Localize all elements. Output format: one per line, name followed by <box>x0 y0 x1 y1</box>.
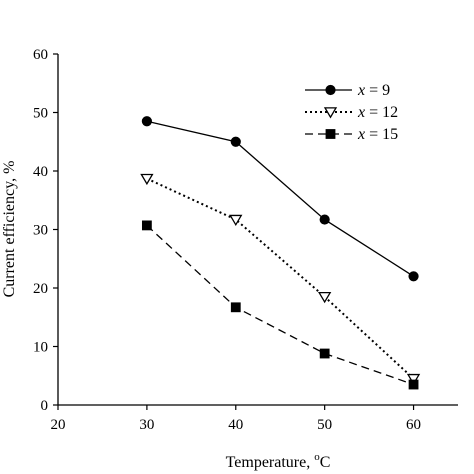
y-tick-label: 50 <box>33 106 48 122</box>
data-point <box>141 116 152 127</box>
y-tick-label: 40 <box>33 164 48 180</box>
x-axis-title: Temperature, oC <box>226 451 331 471</box>
chart-axes: 20 30 40 50 60 0 10 20 30 40 50 60 <box>33 47 458 433</box>
legend-item: x = 9 <box>305 82 390 99</box>
data-point <box>140 173 154 186</box>
chart-series <box>140 116 421 390</box>
series-2 <box>140 173 421 386</box>
data-point <box>229 214 243 227</box>
x-tick-label: 60 <box>406 417 421 433</box>
legend-item: x = 12 <box>305 104 398 121</box>
legend-label-value: = 15 <box>365 126 398 143</box>
legend-label-variable: x <box>357 82 365 99</box>
data-point <box>406 373 421 386</box>
chart-legend: x = 9x = 12x = 15 <box>305 82 398 143</box>
series-line <box>146 120 414 277</box>
data-point <box>408 271 419 282</box>
legend-label: x = 15 <box>357 126 398 143</box>
x-tick-label: 50 <box>317 417 332 433</box>
x-axis-title-superscript: o <box>314 451 320 463</box>
legend-label-value: = 12 <box>365 104 398 121</box>
data-point <box>230 302 241 313</box>
legend-marker <box>325 84 336 96</box>
data-point <box>318 291 332 304</box>
y-tick-label: 30 <box>33 223 48 239</box>
legend-label: x = 9 <box>357 82 390 99</box>
data-point <box>230 136 241 147</box>
legend-item: x = 15 <box>305 126 398 143</box>
x-axis-title-unit: C <box>320 454 331 471</box>
y-tick-label: 60 <box>33 47 48 63</box>
series-line <box>146 177 415 380</box>
y-tick-label: 10 <box>33 340 48 356</box>
legend-label-value: = 9 <box>365 82 390 99</box>
x-tick-label: 20 <box>51 417 66 433</box>
data-point <box>408 379 419 390</box>
data-point <box>319 214 330 225</box>
x-tick-label: 40 <box>228 417 243 433</box>
y-axis-title: Current efficiency, % <box>1 161 18 298</box>
series-1 <box>141 116 419 282</box>
data-point <box>141 220 152 231</box>
series-line <box>146 224 414 386</box>
legend-label-variable: x <box>357 126 365 143</box>
data-point <box>319 348 330 359</box>
series-3 <box>141 220 419 390</box>
x-axis-title-text: Temperature, <box>226 454 315 471</box>
legend-label: x = 12 <box>357 104 398 121</box>
legend-marker <box>325 129 336 139</box>
y-tick-label: 0 <box>41 398 49 414</box>
x-tick-label: 30 <box>139 417 154 433</box>
legend-label-variable: x <box>357 104 365 121</box>
legend-marker <box>323 107 338 119</box>
y-tick-label: 20 <box>33 281 48 297</box>
